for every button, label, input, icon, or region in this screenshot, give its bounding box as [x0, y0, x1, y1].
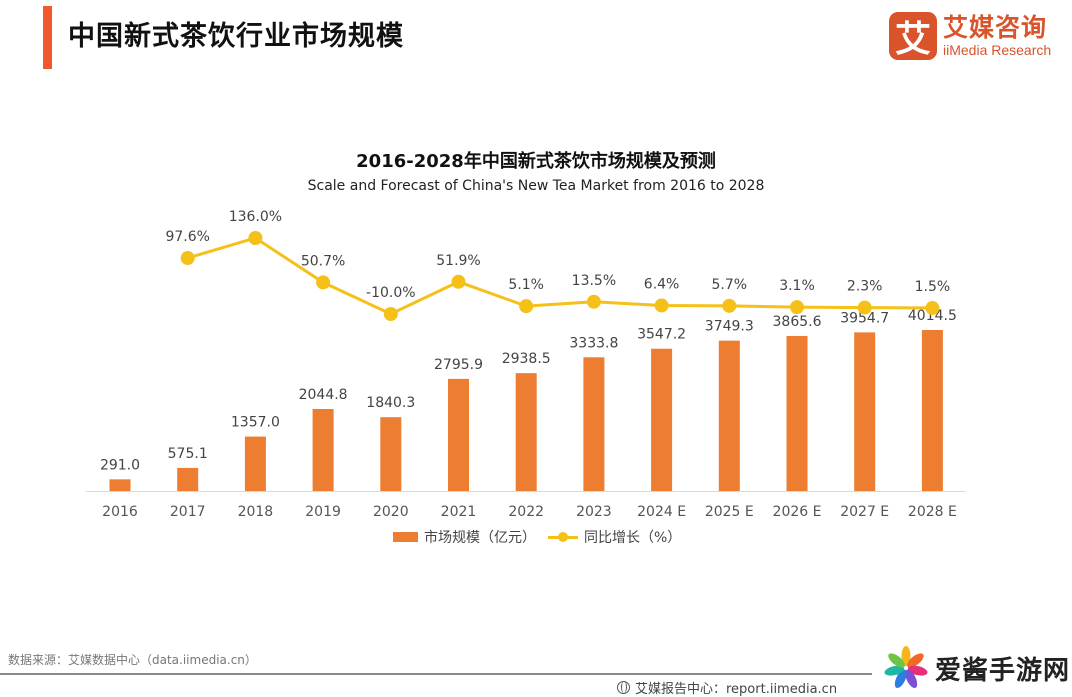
- x-tick-label: 2021: [441, 504, 477, 520]
- footer-divider: [0, 673, 872, 675]
- growth-point: [180, 250, 195, 265]
- bar-2022: [515, 373, 537, 491]
- data-source: 数据来源：艾媒数据中心（data.iimedia.cn）: [8, 653, 257, 667]
- pinwheel-petal: [888, 653, 905, 668]
- growth-point: [316, 275, 331, 290]
- growth-point: [519, 299, 534, 314]
- x-tick-label: 2018: [238, 504, 274, 520]
- bar-value-label: 3333.8: [569, 335, 618, 351]
- bar-2026E: [786, 335, 808, 491]
- growth-point: [586, 294, 601, 309]
- x-tick-label: 2017: [170, 504, 206, 520]
- x-tick-label: 2025 E: [705, 504, 754, 520]
- watermark-text: 爱酱手游网: [935, 655, 1071, 686]
- bar-2028E: [921, 330, 943, 491]
- growth-point: [383, 307, 398, 321]
- bar-2025E: [718, 340, 740, 491]
- growth-point: [654, 298, 669, 313]
- growth-value-label: 50.7%: [301, 253, 345, 269]
- pinwheel-petal: [901, 646, 911, 666]
- page-title: 中国新式茶饮行业市场规模: [68, 21, 404, 52]
- bar-value-label: 575.1: [168, 446, 208, 462]
- x-tick-label: 2028 E: [908, 504, 957, 520]
- bar-2018: [244, 436, 266, 491]
- logo-mark-icon: 艾: [889, 12, 937, 60]
- pinwheel-petal: [907, 653, 924, 668]
- x-tick-label: 2020: [373, 504, 409, 520]
- bar-value-label: 2044.8: [299, 387, 348, 403]
- globe-icon: [617, 681, 630, 694]
- bar-2019: [312, 408, 334, 491]
- bar-value-label: 291.0: [100, 457, 140, 473]
- bar-series: [109, 330, 943, 491]
- x-tick-label: 2019: [305, 504, 341, 520]
- bar-value-label: 4014.5: [908, 308, 957, 324]
- growth-point: [722, 298, 737, 313]
- growth-value-label: 13.5%: [572, 273, 616, 289]
- growth-line-series: [180, 231, 940, 321]
- growth-point: [451, 274, 466, 289]
- bar-value-label: 2938.5: [502, 351, 551, 367]
- bar-2024E: [651, 348, 673, 491]
- pinwheel-petal: [905, 669, 918, 689]
- legend-line-swatch-icon: [548, 532, 578, 542]
- legend-line-label: 同比增长（%）: [584, 530, 682, 546]
- logo-name-en: iiMedia Research: [943, 42, 1052, 58]
- bar-value-label: 3547.2: [637, 327, 686, 343]
- growth-value-label: 3.1%: [779, 278, 815, 294]
- iimedia-logo: 艾 艾媒咨询 iiMedia Research: [889, 10, 1051, 62]
- bar-value-label: 1840.3: [366, 395, 415, 411]
- bar-2016: [109, 479, 131, 491]
- logo-name-cn: 艾媒咨询: [943, 13, 1048, 42]
- bar-2023: [583, 357, 605, 491]
- legend-bar-label: 市场规模（亿元）: [424, 530, 536, 546]
- chart-legend: 市场规模（亿元） 同比增长（%）: [393, 527, 681, 547]
- x-tick-label: 2026 E: [773, 504, 822, 520]
- x-tick-labels: 2016 2017 2018 2019 2020 2021 2022 2023 2024 E 20…: [102, 504, 957, 520]
- bar-value-label: 3954.7: [840, 310, 889, 326]
- growth-point: [248, 231, 263, 245]
- x-tick-label: 2023: [576, 504, 612, 520]
- growth-value-label: 97.6%: [165, 229, 209, 245]
- x-tick-label: 2016: [102, 504, 138, 520]
- growth-value-label: -10.0%: [366, 285, 416, 301]
- bar-value-label: 3865.6: [773, 314, 822, 330]
- report-center: 艾媒报告中心：report.iimedia.cn: [617, 678, 837, 697]
- bar-2021: [448, 378, 469, 491]
- growth-labels: 97.6% 136.0% 50.7% -10.0% 51.9% 5.1% 13.5% 6.4%…: [165, 209, 950, 301]
- chart-subtitle: Scale and Forecast of China's New Tea Ma…: [307, 178, 765, 194]
- growth-value-label: 6.4%: [644, 276, 680, 292]
- bar-value-label: 2795.9: [434, 357, 483, 373]
- bar-labels: 291.0 575.1 1357.0 2044.8 1840.3 2795.9 2938.5…: [100, 308, 957, 473]
- x-tick-label: 2024 E: [637, 504, 686, 520]
- title-accent-bar: [43, 6, 52, 69]
- bar-value-label: 3749.3: [705, 319, 754, 335]
- report-center-text: 艾媒报告中心：report.iimedia.cn: [635, 682, 838, 697]
- growth-value-label: 51.9%: [436, 253, 480, 269]
- growth-value-label: 1.5%: [915, 279, 951, 295]
- growth-value-label: 5.7%: [712, 277, 748, 293]
- pinwheel-petal: [884, 665, 905, 676]
- legend-bar-swatch-icon: [393, 532, 418, 542]
- growth-point: [857, 300, 872, 315]
- bar-value-label: 1357.0: [231, 415, 280, 431]
- bar-2017: [177, 467, 199, 491]
- growth-value-label: 136.0%: [229, 209, 282, 225]
- pinwheel-logo-icon: [884, 646, 928, 689]
- chart-title: 2016-2028年中国新式茶饮市场规模及预测: [356, 151, 716, 172]
- growth-point: [790, 300, 804, 315]
- watermark: 爱酱手游网: [883, 645, 1070, 691]
- growth-value-label: 5.1%: [508, 277, 544, 293]
- bar-2027E: [854, 332, 876, 491]
- growth-point: [925, 301, 940, 316]
- pinwheel-petal: [894, 669, 907, 689]
- growth-value-label: 2.3%: [847, 279, 883, 295]
- bar-2020: [380, 417, 402, 491]
- x-tick-label: 2022: [508, 504, 544, 520]
- logo-text: 艾媒咨询 iiMedia Research: [943, 15, 1051, 57]
- x-tick-label: 2027 E: [840, 504, 889, 520]
- growth-line: [187, 236, 933, 316]
